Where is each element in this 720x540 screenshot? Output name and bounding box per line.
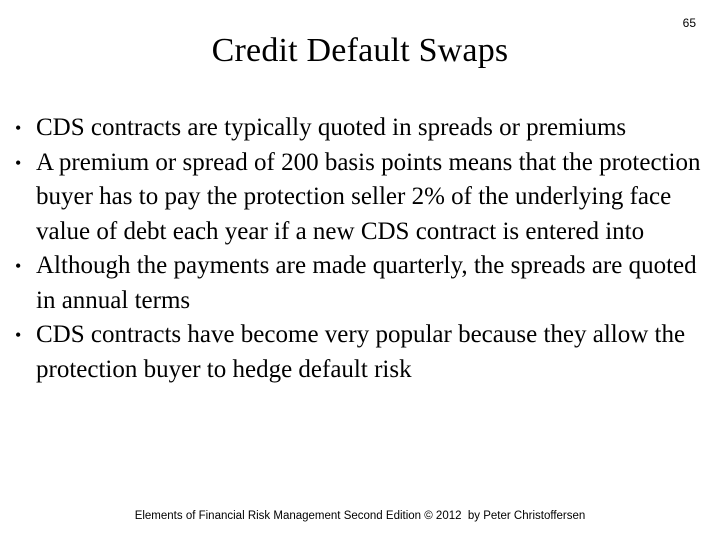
list-item: • A premium or spread of 200 basis point… xyxy=(10,146,710,250)
slide-body: • CDS contracts are typically quoted in … xyxy=(10,111,710,387)
page-title: Credit Default Swaps xyxy=(211,32,509,69)
bullet-point-icon: • xyxy=(15,325,22,345)
bullet-list: • CDS contracts are typically quoted in … xyxy=(10,111,710,387)
list-item: • Although the payments are made quarter… xyxy=(10,249,710,318)
list-item-text: CDS contracts have become very popular b… xyxy=(36,321,686,383)
list-item-text: CDS contracts are typically quoted in sp… xyxy=(36,114,627,141)
bullet-point-icon: • xyxy=(15,152,22,173)
footer-attribution: Elements of Financial Risk Management Se… xyxy=(134,510,586,522)
list-item: • CDS contracts have become very popular… xyxy=(10,318,710,387)
list-item-text: A premium or spread of 200 basis points … xyxy=(36,148,701,245)
list-item: • CDS contracts are typically quoted in … xyxy=(10,111,710,146)
bullet-point-icon: • xyxy=(15,118,22,138)
bullet-point-icon: • xyxy=(15,256,22,276)
page-number: 65 xyxy=(682,16,696,30)
list-item-text: Although the payments are made quarterly… xyxy=(36,252,697,314)
